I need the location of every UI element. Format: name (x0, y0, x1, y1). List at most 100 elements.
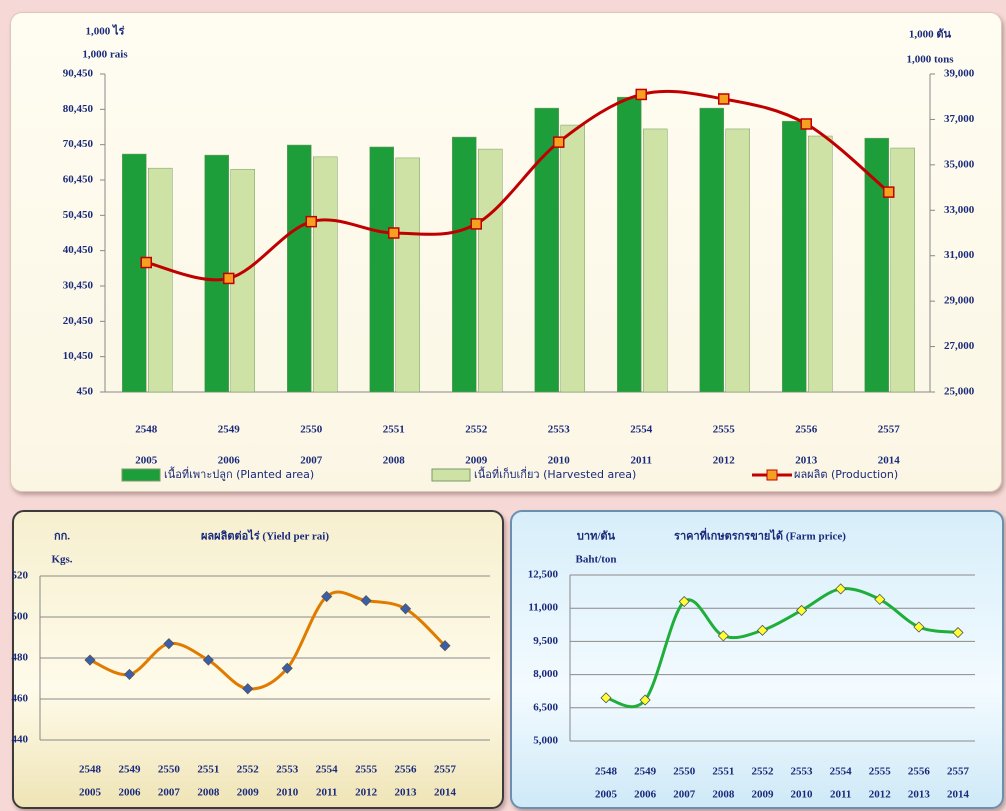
x-tick-label: 2005 (79, 787, 102, 799)
point (360, 595, 372, 607)
bar (643, 128, 668, 393)
y-tick-label: 11,000 (528, 602, 558, 614)
x-tick-label: 2011 (316, 787, 337, 799)
y-tick-label: 450 (77, 386, 94, 398)
x-tick-label: 2551 (197, 764, 219, 776)
x-tick-label: 2007 (673, 789, 696, 801)
y2-axis-label: 1,000 ตัน (909, 28, 952, 41)
line (89, 590, 447, 691)
x-tick-label: 2552 (237, 764, 260, 776)
x-tick-label: 2557 (434, 764, 457, 776)
x-tick-label: 2554 (316, 764, 339, 776)
y-tick-label: 460 (12, 693, 29, 705)
x-tick-label: 2548 (135, 424, 158, 436)
y-tick-label: 70,450 (63, 138, 94, 150)
y-tick-label: 520 (12, 570, 29, 582)
x-tick-label: 2008 (383, 455, 406, 467)
point (84, 654, 96, 666)
chart-title: ราคาที่เกษตรกรขายได้ (Farm price) (674, 528, 846, 543)
x-tick-label: 2549 (118, 764, 141, 776)
x-tick-label: 2006 (634, 789, 657, 801)
y-axis-label: Kgs. (51, 554, 72, 566)
x-tick-label: 2550 (158, 764, 181, 776)
y2-tick-label: 39,000 (944, 68, 975, 80)
bar (395, 157, 420, 393)
x-tick-label: 2012 (713, 455, 736, 467)
x-tick-label: 2005 (595, 789, 618, 801)
bar (808, 135, 833, 393)
x-tick-label: 2556 (795, 424, 818, 436)
y-tick-label: 40,450 (63, 244, 94, 256)
legend-label: เนื้อที่เพาะปลูก (Planted area) (164, 466, 314, 481)
x-tick-label: 2006 (118, 787, 141, 799)
point (717, 630, 729, 642)
point (223, 272, 235, 285)
x-tick-label: 2007 (158, 787, 181, 799)
y-axis-label: 1,000 ไร่ (86, 24, 125, 38)
x-tick-label: 2009 (751, 789, 774, 801)
y2-tick-label: 31,000 (944, 249, 975, 261)
x-tick-label: 2557 (947, 766, 970, 778)
point (883, 186, 895, 198)
x-tick-label: 2010 (548, 455, 571, 467)
x-tick-label: 2555 (869, 766, 892, 778)
legend-swatch (766, 469, 778, 481)
point (756, 624, 769, 636)
legend-label: ผลผลิต (Production) (794, 468, 898, 481)
point (163, 638, 175, 650)
x-tick-label: 2006 (218, 455, 241, 467)
legend-swatch (121, 468, 161, 482)
point (305, 215, 317, 228)
x-tick-label: 2011 (631, 455, 652, 467)
point (874, 593, 886, 605)
point (399, 603, 412, 615)
x-tick-label: 2011 (830, 789, 851, 801)
x-tick-label: 2014 (947, 789, 970, 801)
x-tick-label: 2013 (795, 455, 818, 467)
bar (534, 107, 559, 393)
bar (699, 107, 724, 393)
y2-tick-label: 33,000 (944, 204, 975, 216)
y-axis-label: Baht/ton (576, 554, 617, 566)
y-tick-label: 20,450 (63, 315, 94, 327)
x-tick-label: 2556 (908, 766, 931, 778)
bar (452, 136, 477, 393)
x-tick-label: 2005 (135, 455, 158, 467)
bar (369, 146, 394, 393)
x-tick-label: 2552 (465, 424, 488, 436)
point (795, 604, 808, 616)
bar (122, 153, 147, 393)
y-tick-label: 60,450 (63, 174, 94, 186)
y2-tick-label: 29,000 (944, 295, 975, 307)
x-tick-label: 2554 (830, 766, 853, 778)
x-tick-label: 2551 (383, 424, 405, 436)
point (639, 694, 651, 706)
y2-tick-label: 37,000 (944, 113, 975, 125)
y2-tick-label: 25,000 (944, 386, 975, 398)
point (635, 88, 647, 101)
x-tick-label: 2557 (878, 424, 901, 436)
point (800, 118, 812, 130)
y-tick-label: 10,450 (63, 350, 94, 362)
x-tick-label: 2550 (300, 424, 323, 436)
x-tick-label: 2553 (548, 424, 571, 436)
y-tick-label: 5,000 (533, 735, 558, 747)
x-tick-label: 2549 (218, 424, 241, 436)
y-tick-label: 80,450 (63, 103, 94, 115)
x-tick-label: 2010 (791, 789, 814, 801)
bar (782, 120, 807, 393)
y-tick-label: 12,500 (528, 569, 559, 581)
x-tick-label: 2007 (300, 455, 323, 467)
y2-tick-label: 35,000 (944, 158, 975, 170)
y2-axis-label: 1,000 tons (906, 54, 954, 66)
y-tick-label: 6,500 (533, 701, 558, 713)
point (835, 583, 847, 595)
point (718, 93, 730, 105)
bar (617, 96, 642, 393)
x-tick-label: 2012 (869, 789, 892, 801)
bar (890, 147, 915, 393)
line (145, 89, 890, 282)
legend-label: เนื้อที่เก็บเกี่ยว (Harvested area) (474, 466, 636, 481)
point (321, 590, 333, 603)
